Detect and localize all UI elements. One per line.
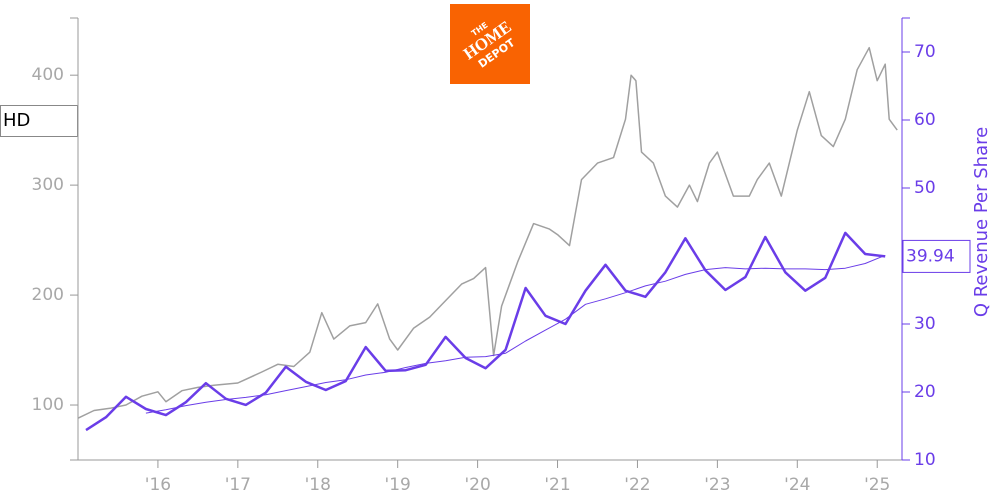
last-value-label: 39.94	[906, 246, 955, 266]
x-tick-label: '17	[225, 475, 251, 495]
line	[145, 254, 886, 414]
line	[77, 46, 898, 419]
x-tick-label: '23	[704, 475, 730, 495]
y2-tick-label: 50	[914, 178, 936, 198]
x-tick-label: '20	[464, 475, 490, 495]
y2-tick-label: 60	[914, 110, 936, 130]
y2-tick-label: 20	[914, 382, 936, 402]
x-tick-label: '16	[145, 475, 171, 495]
x-tick-label: '21	[544, 475, 570, 495]
y-tick-label: 300	[32, 175, 64, 195]
x-tick-label: '19	[385, 475, 411, 495]
x-tick-label: '22	[624, 475, 650, 495]
y-tick-label: 200	[32, 285, 64, 305]
y2-tick-label: 30	[914, 314, 936, 334]
y2-axis-label: Q Revenue Per Share	[971, 127, 992, 317]
ticker: HD	[3, 110, 30, 131]
line	[85, 231, 886, 432]
last-value-box	[902, 239, 971, 273]
y-tick-label: 400	[32, 65, 64, 85]
y-tick-label: 100	[32, 395, 64, 415]
y2-tick-label: 70	[914, 42, 936, 62]
x-tick-label: '25	[864, 475, 890, 495]
ticker-box	[0, 105, 78, 137]
y2-tick-label: 10	[914, 450, 936, 470]
logo	[450, 4, 530, 84]
x-tick-label: '18	[305, 475, 331, 495]
x-tick-label: '24	[784, 475, 810, 495]
